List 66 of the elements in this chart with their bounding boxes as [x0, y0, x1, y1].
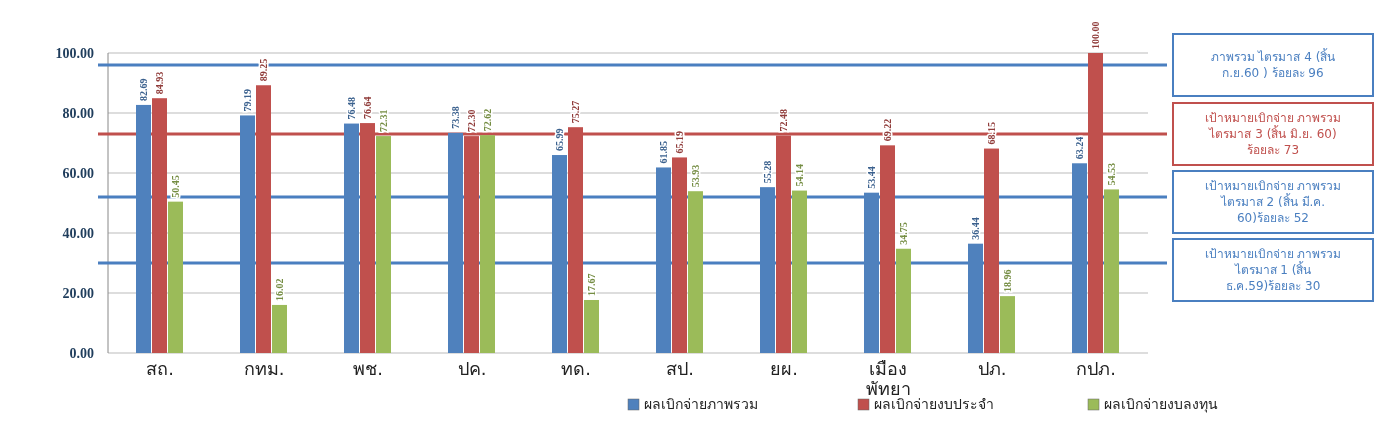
data-label: 72.62	[482, 108, 493, 132]
legend-label: ผลเบิกจ่ายงบลงทุน	[1104, 396, 1218, 413]
data-label: 84.93	[154, 71, 165, 95]
data-label: 53.44	[866, 166, 877, 189]
y-tick-label: 40.00	[62, 225, 94, 241]
data-label: 68.15	[986, 122, 997, 145]
y-tick-label: 60.00	[62, 165, 94, 181]
data-label: 50.45	[170, 175, 181, 198]
bar	[376, 136, 391, 353]
y-tick-label: 20.00	[62, 285, 94, 301]
data-label: 79.19	[242, 88, 253, 112]
data-label: 72.48	[778, 109, 789, 132]
bar	[984, 148, 999, 353]
x-tick-label: สป.	[666, 358, 694, 379]
bar	[896, 248, 911, 353]
legend-label: ผลเบิกจ่ายภาพรวม	[644, 396, 758, 412]
x-tick-label: กปภ.	[1076, 358, 1116, 379]
bar	[672, 157, 687, 353]
data-label: 17.67	[586, 273, 597, 296]
data-label: 61.85	[658, 140, 669, 164]
bar	[880, 145, 895, 353]
data-label: 65.19	[674, 130, 685, 154]
x-tick-label: ทด.	[561, 358, 591, 379]
ref-line-label: ภาพรวม ไตรมาส 4 (สิ้น ก.ย.60 ) ร้อยละ 96	[1210, 48, 1336, 81]
bar	[272, 304, 287, 353]
x-tick-label: พช.	[353, 358, 383, 379]
ref-line-label: เป้าหมายเบิกจ่าย ภาพรวม ไตรมาส 2 (สิ้น มี.ค. 60)ร้อยละ 52	[1204, 179, 1342, 226]
ref-line-label: เป้าหมายเบิกจ่าย ภาพรวม ไตรมาส 3 (สิ้น มิ.ย. 60) ร้อยละ 73	[1204, 111, 1342, 158]
data-label: 53.93	[690, 164, 701, 188]
x-tick-label: ปค.	[457, 358, 487, 379]
data-label: 18.96	[1002, 269, 1013, 293]
data-label: 72.30	[466, 109, 477, 133]
y-tick-label: 100.00	[55, 45, 94, 61]
data-label: 100.00	[1090, 21, 1101, 49]
bar	[792, 190, 807, 353]
data-label: 73.38	[450, 106, 461, 129]
data-label: 76.64	[362, 96, 373, 120]
x-tick-label: เมือง พัทยา	[865, 358, 911, 399]
y-tick-label: 0.00	[69, 345, 94, 361]
data-label: 75.27	[570, 100, 581, 124]
ref-line-label: เป้าหมายเบิกจ่าย ภาพรวม ไตรมาส 1 (สิ้น ธ.ค.59)ร้อยละ 30	[1204, 247, 1342, 294]
data-label: 54.14	[794, 164, 805, 187]
data-label: 34.75	[898, 222, 909, 245]
x-tick-label: ยผ.	[770, 358, 798, 379]
y-tick-label: 80.00	[62, 105, 94, 121]
bar	[1000, 296, 1015, 353]
data-label: 72.31	[378, 109, 389, 133]
bar	[480, 135, 495, 353]
x-tick-label: สถ.	[146, 358, 174, 379]
data-label: 82.69	[138, 78, 149, 101]
legend-label: ผลเบิกจ่ายงบประจำ	[874, 396, 994, 412]
bar	[168, 201, 183, 353]
data-label: 55.28	[762, 160, 773, 184]
data-label: 65.99	[554, 128, 565, 152]
data-label: 76.48	[346, 97, 357, 120]
data-label: 16.02	[274, 278, 285, 301]
data-label: 54.53	[1106, 162, 1117, 186]
data-label: 36.44	[970, 217, 981, 240]
bar	[584, 299, 599, 353]
data-label: 63.24	[1074, 136, 1085, 160]
x-tick-label: ปภ.	[977, 358, 1007, 379]
bar	[688, 191, 703, 353]
x-tick-label: กทม.	[243, 358, 285, 379]
data-label: 69.22	[882, 118, 893, 142]
bar	[1104, 189, 1119, 353]
data-label: 89.25	[258, 58, 269, 82]
